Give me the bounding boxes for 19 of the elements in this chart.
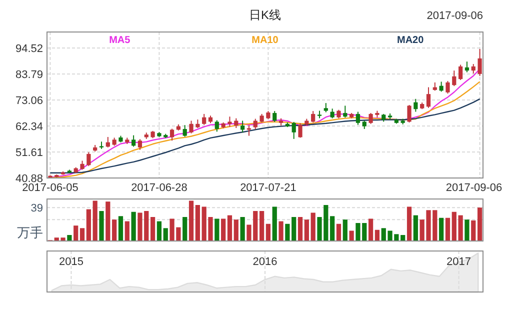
x-tick-label: 2017 xyxy=(446,256,472,268)
x-tick-label: 2017-06-05 xyxy=(22,182,78,194)
y-tick-label: 73.06 xyxy=(15,94,43,107)
chart-title: 日K线 xyxy=(248,8,282,22)
x-tick-label: 2017-09-06 xyxy=(446,182,502,194)
y-tick-label: 83.79 xyxy=(15,68,43,81)
y-tick-label: 51.61 xyxy=(15,146,43,159)
text: MA10 xyxy=(252,35,279,46)
y-tick-label: 39 xyxy=(30,202,43,215)
text: MA20 xyxy=(396,35,424,46)
x-tick-label: 2017-07-21 xyxy=(240,182,296,194)
text: MA5 xyxy=(109,35,131,46)
y-axis-title: 万手 xyxy=(17,225,43,240)
text: 2017-09-06 xyxy=(426,10,483,22)
x-tick-label: 2015 xyxy=(58,256,84,268)
y-tick-label: 62.34 xyxy=(15,120,43,133)
x-tick-label: 2016 xyxy=(252,256,278,268)
x-tick-label: 2017-06-28 xyxy=(131,182,188,194)
y-tick-label: 94.52 xyxy=(15,42,43,55)
